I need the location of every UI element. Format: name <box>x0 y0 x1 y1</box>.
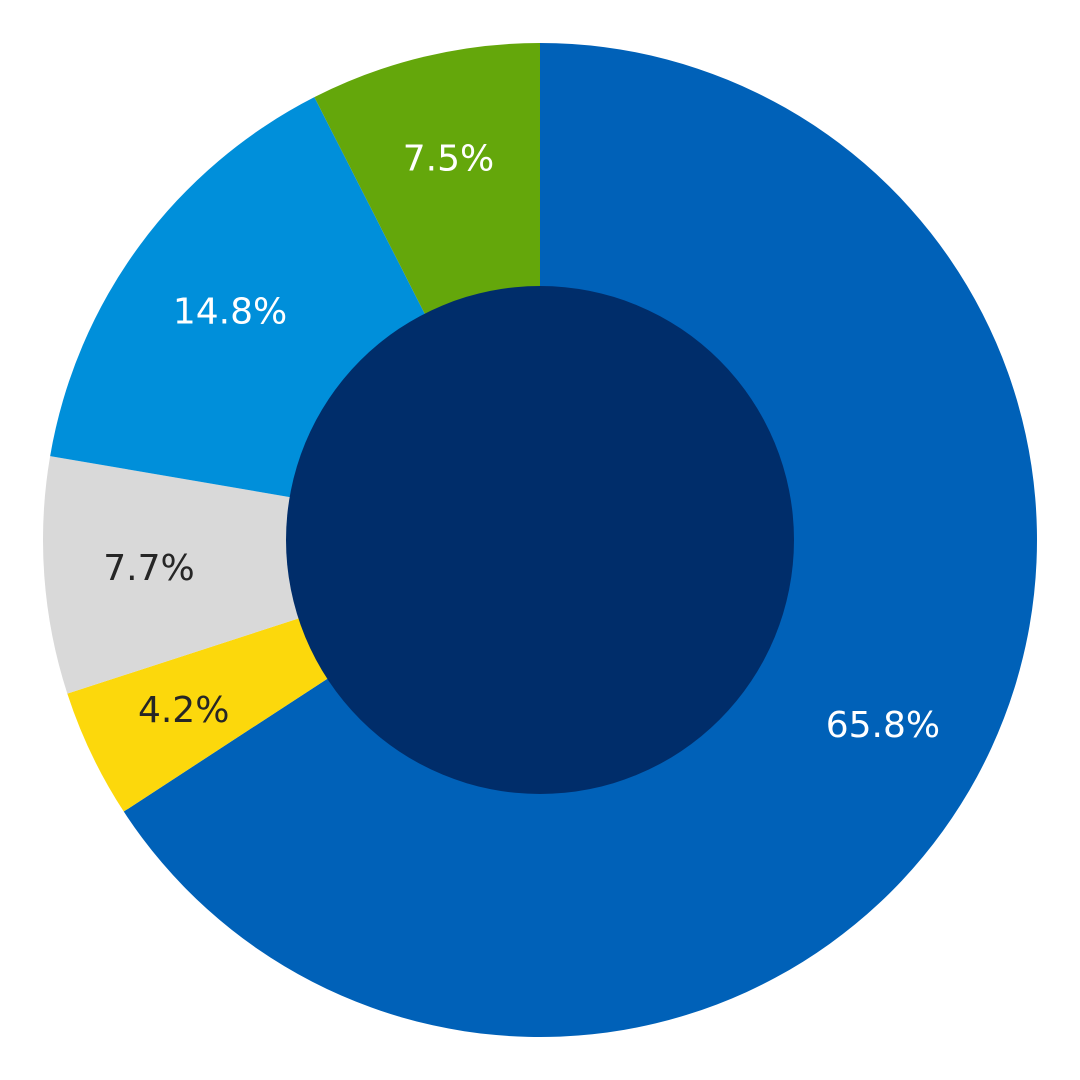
slice-data-label: 65.8% <box>826 705 940 746</box>
slice-data-label: 7.5% <box>403 138 494 179</box>
slice-data-label: 4.2% <box>138 690 229 731</box>
slice-data-label: 14.8% <box>173 291 287 332</box>
labels-layer: 65.8% 4.2% 7.7% 14.8% 7.5% <box>103 138 940 746</box>
donut-center <box>286 286 794 794</box>
slice-data-label: 7.7% <box>103 548 194 589</box>
